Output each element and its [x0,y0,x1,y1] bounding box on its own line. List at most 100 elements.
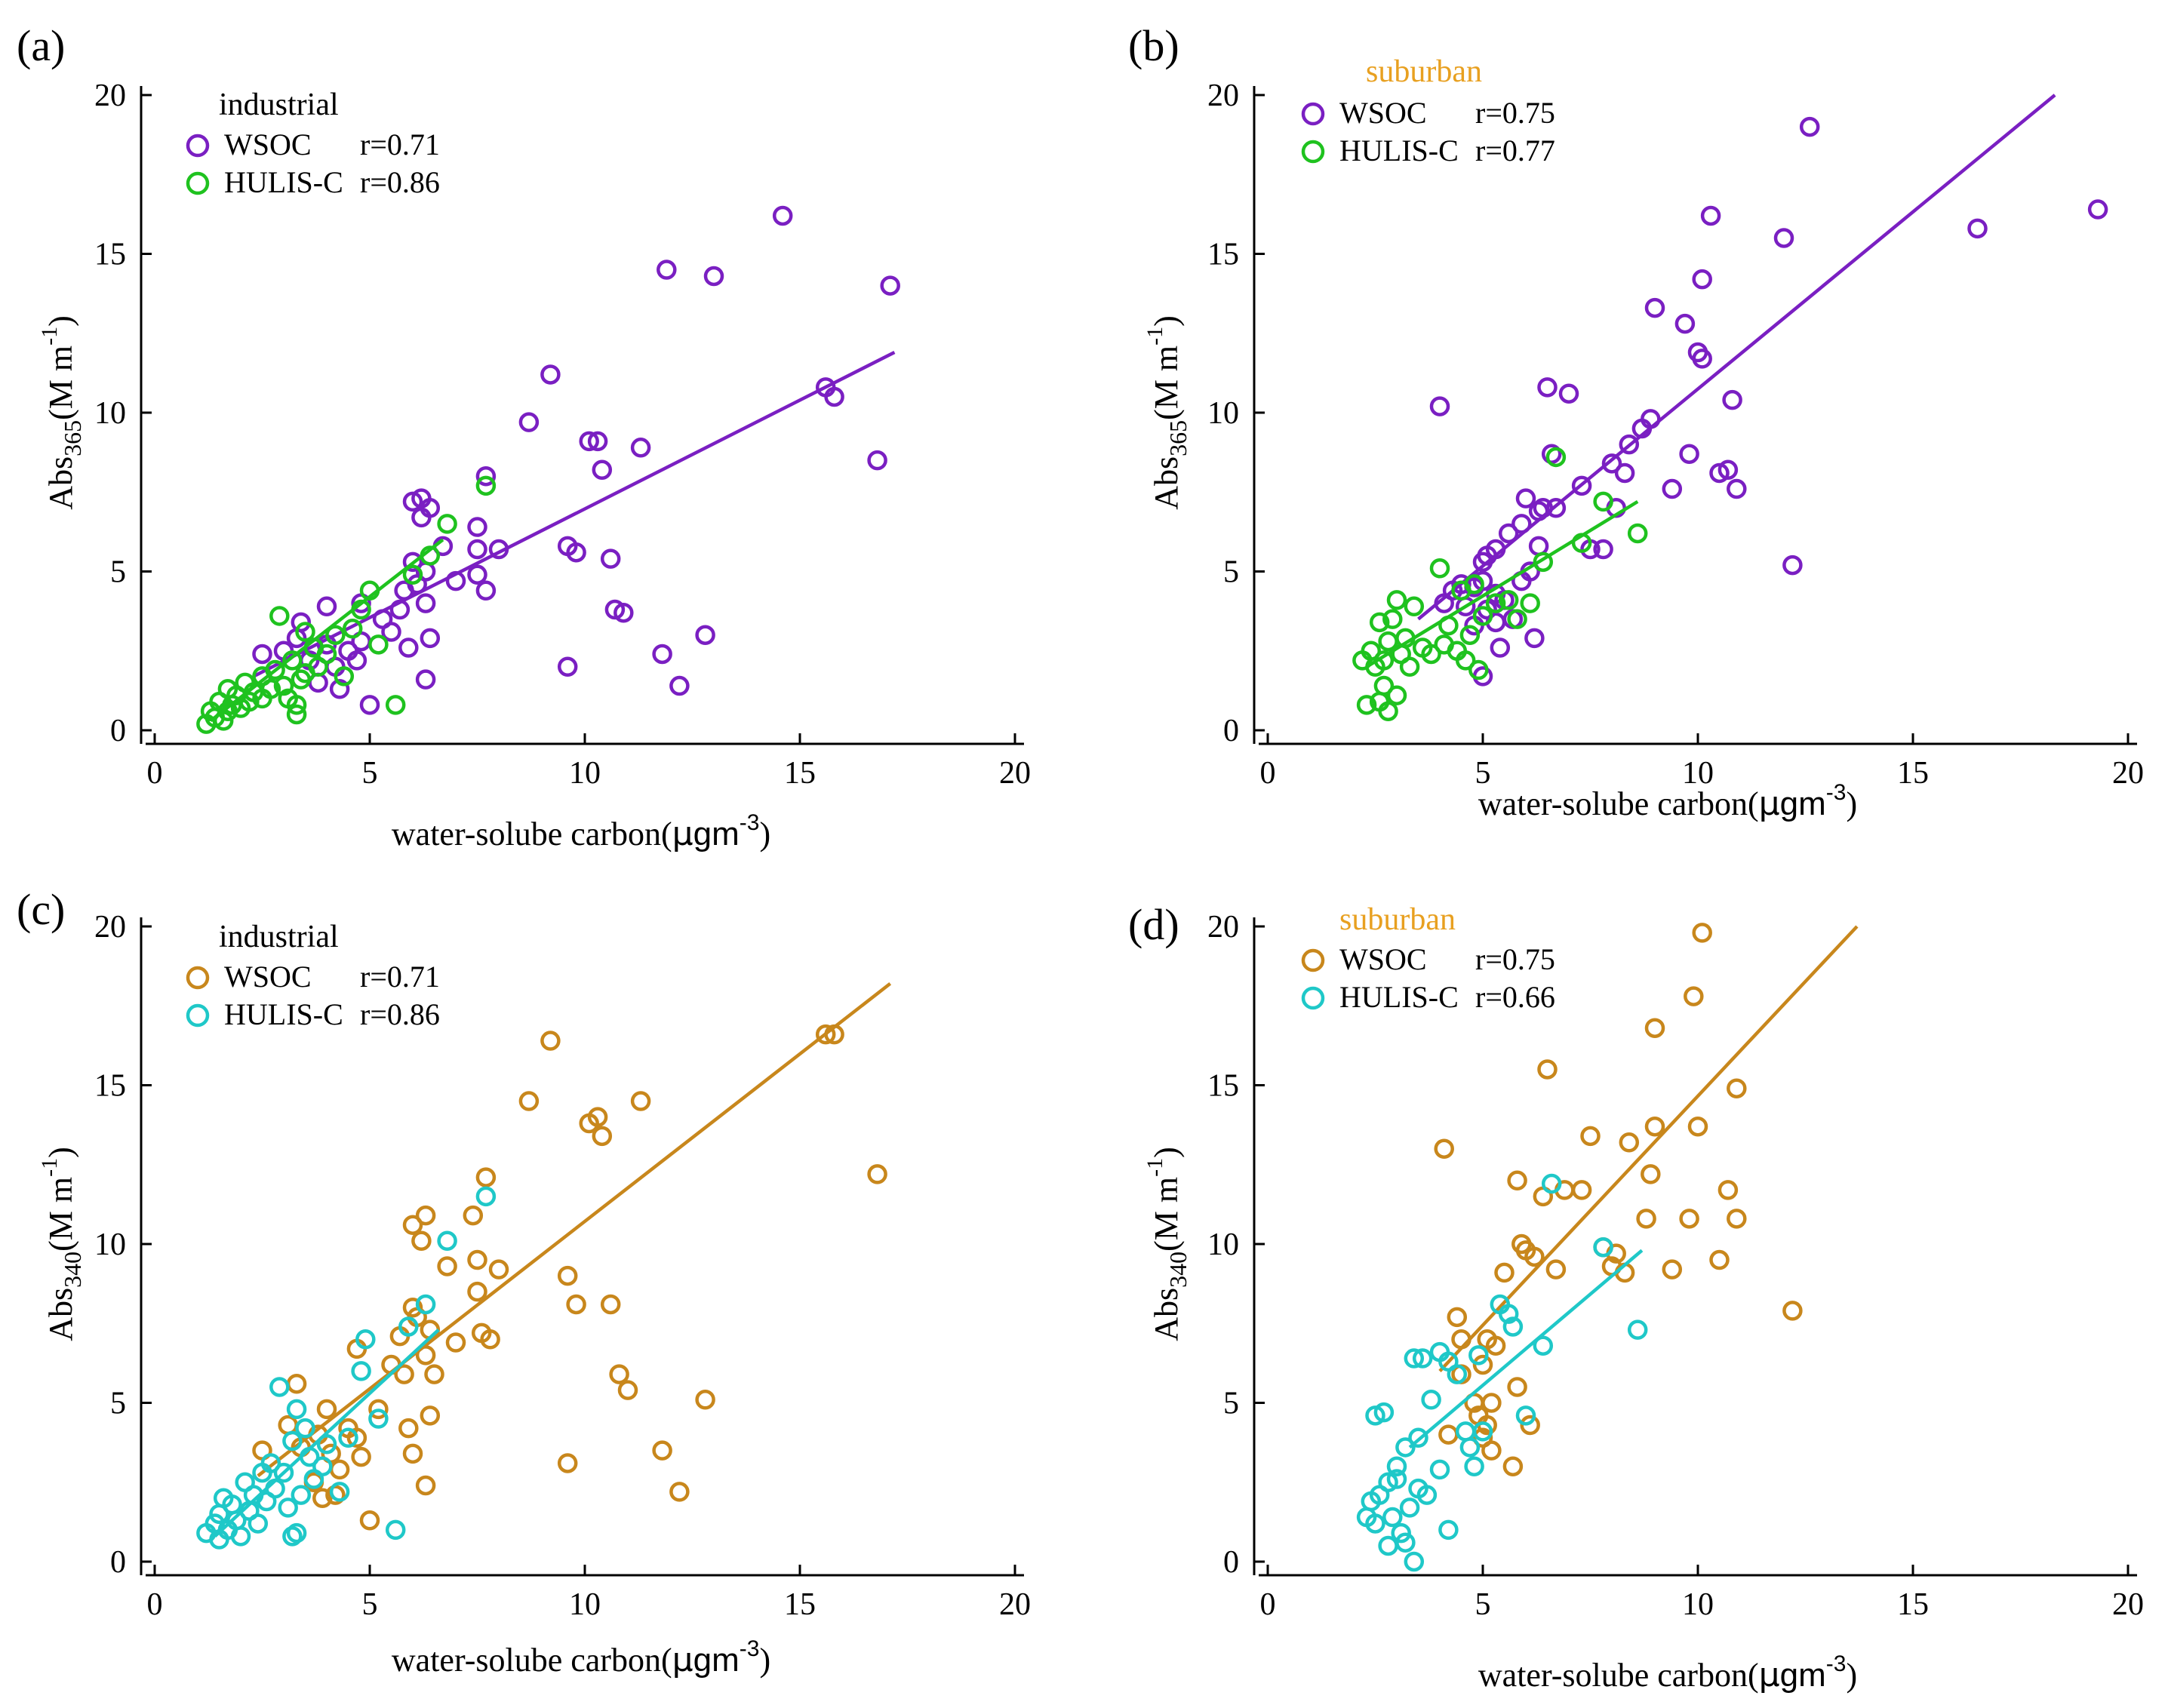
x-tick-label: 20 [999,756,1031,791]
legend-name: HULIS-C [224,997,343,1031]
data-point [1507,1170,1527,1191]
data-point [1619,1132,1640,1153]
legend-name: WSOC [224,960,312,994]
data-point [1502,1456,1524,1476]
data-point [1481,1393,1502,1413]
data-point [269,606,290,626]
data-point [1782,554,1803,576]
data-point [1679,1209,1699,1229]
x-axis-label-sup: -3 [1826,780,1847,805]
data-point [402,551,423,573]
y-tick-label: 15 [1207,1069,1239,1104]
y-tick-label: 20 [94,78,126,113]
y-axis-label: Abs365(M m-1) [1142,315,1192,510]
data-point [1537,1059,1558,1080]
data-point [1722,389,1742,410]
data-point [1386,590,1407,610]
data-point [295,622,315,642]
data-point [269,1377,290,1397]
data-point [475,1167,497,1187]
x-axis-label: water-solube carbon(μgm-3) [392,810,770,853]
data-point [1644,1018,1665,1038]
data-point [385,1519,406,1541]
data-point [1494,1262,1515,1283]
data-point [1408,1427,1428,1448]
legend-marker [1301,986,1325,1010]
data-point [592,1126,613,1147]
x-axis-label-main: water-solube carbon( [392,816,672,852]
data-point [273,1462,294,1483]
y-axis-label: Abs365(M m-1) [37,315,86,510]
data-point [437,514,457,534]
data-point [1468,1345,1489,1365]
data-point [1459,1437,1481,1458]
data-point [1727,1078,1747,1098]
data-point [518,412,540,432]
legend-name: HULIS-C [1339,980,1459,1014]
data-point [273,675,294,696]
data-point [1404,596,1425,617]
x-axis-label-sup: -3 [1826,1651,1847,1676]
data-point [398,1418,419,1439]
legend-marker [186,1003,210,1028]
x-axis-label-mu: μ [672,815,693,853]
data-point [617,1380,638,1400]
data-point [867,1164,887,1184]
data-point [1421,644,1441,665]
y-tick-label: 5 [1223,1387,1239,1421]
data-point [445,1332,466,1353]
data-point [518,1091,540,1111]
data-point [652,644,672,665]
data-point [398,637,419,658]
data-point [1601,453,1622,474]
x-tick-label: 15 [1897,756,1929,791]
x-axis-label-unit: gm [693,1642,740,1679]
data-point [1421,1390,1441,1410]
data-point [415,1205,436,1226]
data-point [467,1249,487,1270]
y-axis-label-close: ) [42,315,79,327]
data-point [355,1329,376,1350]
data-point [342,619,363,639]
data-point [1545,498,1567,518]
data-point [467,539,487,560]
data-point [1593,491,1613,512]
data-point [286,1373,307,1394]
y-tick-label: 10 [1207,1227,1239,1262]
data-point [1382,1507,1403,1528]
fit-line [214,1329,440,1538]
data-point [772,205,793,226]
x-axis-label-unit: gm [693,816,740,852]
data-point [2087,199,2108,220]
data-point [557,1453,578,1473]
data-point [402,1215,423,1235]
y-axis-label-sub: 340 [1164,1252,1192,1288]
data-point [415,669,436,690]
data-point [1545,447,1567,468]
data-point [291,612,312,633]
x-tick-label: 10 [569,1587,601,1622]
data-point [1967,218,1988,239]
site-title: suburban [1339,902,1456,937]
x-tick-label: 5 [362,756,378,791]
data-point [1533,551,1554,573]
data-point [252,644,272,665]
data-point [286,695,307,715]
data-point [316,1433,337,1455]
data-point [1541,1173,1562,1194]
data-point [1515,488,1536,508]
data-point [703,266,724,287]
data-point [1627,523,1648,544]
x-tick-label: 20 [2112,756,2144,791]
data-point [1528,536,1549,557]
y-axis-label-main: Abs [42,1288,79,1341]
data-point [815,1024,836,1045]
data-point [1455,1421,1476,1442]
data-point [286,1399,307,1420]
legend-r-value: r=0.86 [360,165,440,199]
data-point [1382,609,1403,629]
x-axis-label-unit: gm [1780,785,1826,822]
data-point [652,1440,672,1461]
data-point [260,1453,281,1473]
data-point [1464,1456,1484,1476]
